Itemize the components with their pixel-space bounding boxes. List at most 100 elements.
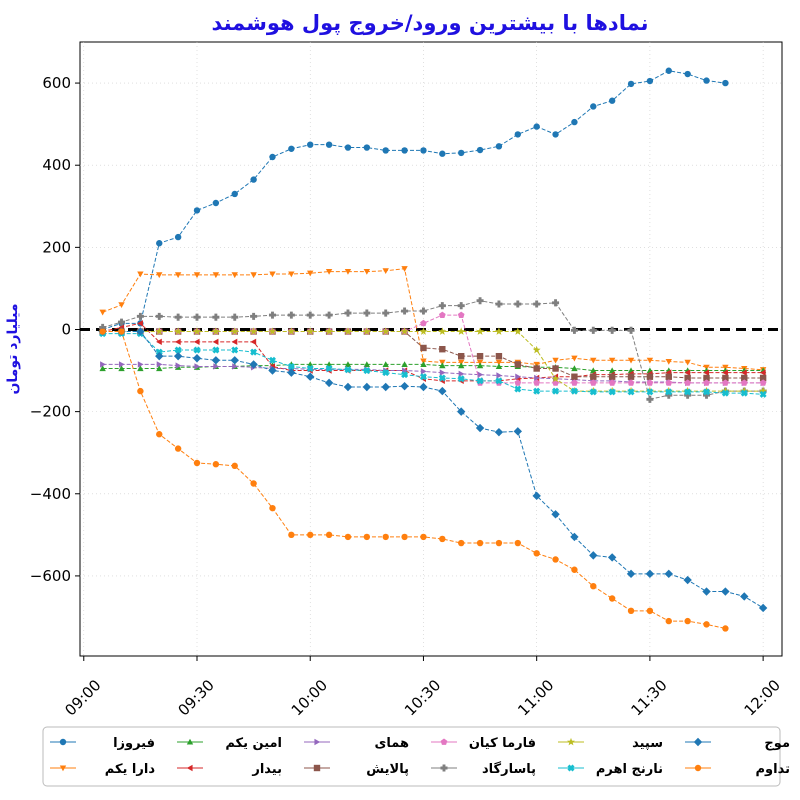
legend-item: نارنج اهرم	[558, 762, 663, 777]
legend-label: همای	[374, 736, 409, 751]
data-point	[533, 387, 541, 395]
data-point	[211, 356, 221, 365]
data-point	[438, 311, 446, 318]
data-point	[306, 365, 314, 373]
data-point	[156, 272, 163, 279]
data-point	[495, 300, 503, 308]
data-point	[665, 391, 673, 399]
data-point	[307, 270, 314, 277]
data-point	[117, 318, 126, 326]
x-tick-label: 09:30	[175, 676, 218, 719]
data-point	[477, 371, 484, 378]
data-point	[571, 566, 578, 573]
data-point	[156, 365, 163, 372]
data-point	[608, 595, 616, 602]
data-point	[740, 389, 748, 397]
data-point	[684, 70, 691, 78]
data-point	[231, 346, 239, 354]
data-point	[627, 607, 635, 615]
data-point	[476, 297, 484, 305]
data-point	[307, 141, 314, 148]
data-point	[438, 327, 447, 335]
data-point	[325, 327, 334, 335]
data-point	[363, 361, 371, 367]
data-point	[722, 369, 728, 376]
data-point	[231, 462, 238, 470]
data-point	[665, 379, 673, 386]
data-point	[551, 374, 560, 383]
data-point	[495, 539, 503, 547]
data-point	[646, 379, 654, 386]
data-point	[212, 338, 219, 346]
data-point	[344, 144, 352, 151]
y-axis: −600 −400 −200 0 200 400 600	[30, 74, 80, 585]
data-point	[420, 344, 427, 352]
data-point	[514, 539, 522, 547]
data-point	[684, 617, 691, 625]
data-point	[288, 531, 295, 539]
data-point	[551, 510, 560, 519]
data-point	[495, 377, 503, 385]
data-point	[288, 271, 295, 278]
data-point	[231, 338, 238, 346]
data-point	[420, 361, 427, 367]
data-point	[268, 366, 277, 375]
data-point	[439, 346, 446, 353]
data-point	[439, 362, 446, 369]
data-point	[211, 327, 220, 335]
data-point	[288, 145, 295, 152]
data-point	[192, 354, 202, 363]
legend-item: سپید	[558, 736, 663, 751]
data-point	[249, 360, 258, 369]
data-point	[99, 365, 106, 372]
data-point	[740, 592, 749, 601]
data-point	[590, 367, 597, 374]
data-point	[344, 327, 352, 335]
data-point	[571, 118, 578, 126]
x-tick-label: 11:00	[514, 676, 557, 719]
data-point	[420, 319, 427, 327]
data-point	[137, 271, 144, 278]
legend-item: موج	[685, 736, 790, 751]
legend-marker	[186, 738, 194, 745]
data-point	[571, 373, 578, 380]
legend-item: پاسارگاد	[431, 761, 536, 777]
series-line	[102, 331, 764, 392]
series-11	[98, 327, 768, 613]
data-point	[590, 373, 597, 380]
legend-marker	[567, 737, 575, 746]
data-point	[476, 362, 484, 369]
data-point	[381, 382, 390, 392]
data-point	[325, 311, 333, 319]
data-point	[570, 326, 578, 334]
data-point	[457, 149, 465, 157]
data-point	[646, 357, 654, 364]
data-point	[608, 379, 616, 386]
data-point	[174, 313, 182, 321]
data-point	[684, 359, 691, 366]
legend-marker	[59, 738, 67, 746]
data-point	[156, 361, 163, 368]
data-point	[156, 431, 163, 438]
data-point	[193, 313, 201, 321]
data-point	[287, 368, 296, 377]
legend-label: سپید	[632, 736, 663, 751]
data-point	[174, 338, 181, 346]
data-point	[665, 358, 672, 365]
data-point	[608, 97, 616, 104]
data-point	[722, 379, 729, 386]
legend-label: پاسارگاد	[482, 761, 536, 777]
data-point	[514, 361, 522, 368]
data-point	[193, 338, 200, 346]
data-point	[513, 327, 522, 335]
data-point	[495, 352, 503, 360]
data-point	[533, 123, 540, 130]
data-point	[514, 385, 522, 393]
data-point	[362, 382, 372, 392]
data-point	[269, 504, 276, 512]
data-point	[703, 77, 710, 84]
data-point	[382, 268, 389, 274]
data-point	[400, 381, 409, 391]
legend-label: بیدار	[251, 762, 282, 777]
data-point	[174, 346, 182, 354]
